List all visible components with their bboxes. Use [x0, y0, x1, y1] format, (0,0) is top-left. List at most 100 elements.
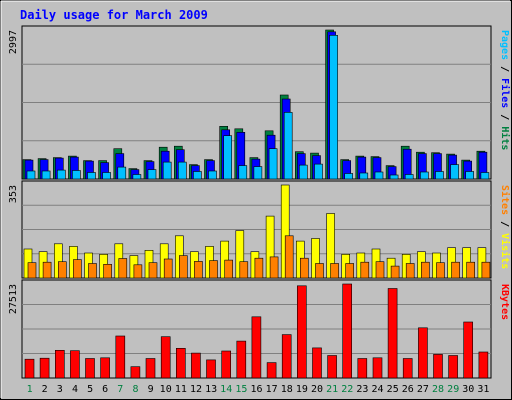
bar-pages-day-14 — [223, 135, 232, 180]
axis-legend-bottom: KBytes — [499, 284, 510, 320]
x-tick-label: 12 — [190, 384, 202, 395]
bar-pages-day-23 — [359, 172, 369, 180]
bar-kbytes-day-7 — [115, 335, 126, 379]
bar-pages-day-27 — [420, 171, 429, 180]
bar-sites-day-2 — [42, 261, 52, 279]
bar-sites-day-1 — [27, 262, 37, 279]
x-tick-label: 15 — [235, 384, 247, 395]
legend-separator: / — [499, 215, 510, 233]
legend-separator: / — [499, 108, 510, 126]
x-tick-label: 30 — [462, 384, 474, 395]
bar-sites-day-17 — [269, 256, 279, 279]
bar-pages-day-10 — [162, 161, 172, 180]
bar-sites-day-3 — [57, 261, 67, 279]
bar-sites-day-8 — [133, 264, 143, 279]
bar-pages-day-13 — [208, 170, 217, 180]
chart-title: Daily usage for March 2009 — [20, 8, 208, 22]
bar-sites-day-13 — [209, 260, 218, 279]
bar-kbytes-day-5 — [85, 358, 95, 379]
bar-sites-day-12 — [194, 261, 203, 279]
bar-sites-day-4 — [73, 259, 82, 279]
bar-sites-day-5 — [88, 263, 97, 279]
bar-sites-day-15 — [239, 261, 249, 279]
legend-hits: Hits — [499, 126, 511, 150]
bar-sites-day-26 — [405, 263, 415, 279]
bar-pages-day-25 — [389, 174, 399, 180]
bar-pages-day-31 — [480, 172, 490, 180]
bar-kbytes-day-11 — [176, 347, 186, 379]
x-tick-label: 27 — [417, 384, 429, 395]
bar-pages-day-30 — [465, 171, 475, 180]
bar-sites-day-6 — [103, 263, 112, 279]
x-tick-label: 17 — [266, 384, 278, 395]
bar-kbytes-day-18 — [281, 334, 292, 379]
bar-pages-day-15 — [238, 165, 248, 180]
bar-pages-day-29 — [450, 164, 459, 180]
x-tick-label: 18 — [281, 384, 293, 395]
bar-kbytes-day-12 — [191, 352, 201, 379]
bar-pages-day-5 — [87, 172, 96, 180]
bar-kbytes-day-23 — [357, 358, 368, 379]
panel-top: 2997 Pages / Files / Hits — [8, 25, 511, 180]
bar-kbytes-day-26 — [402, 358, 413, 379]
legend-separator: / — [499, 60, 510, 78]
axis-legend-top: Pages / Files / Hits — [499, 30, 511, 150]
bar-sites-day-9 — [148, 262, 158, 279]
bar-sites-day-20 — [315, 263, 324, 279]
bar-kbytes-day-10 — [160, 336, 171, 379]
x-tick-label: 9 — [148, 384, 154, 395]
x-tick-label: 10 — [160, 384, 172, 395]
x-tick-label: 16 — [250, 384, 262, 395]
bar-sites-day-18 — [284, 235, 294, 279]
bar-pages-day-21 — [329, 34, 338, 180]
bar-sites-day-7 — [118, 258, 128, 279]
x-tick-label: 4 — [72, 384, 78, 395]
bar-sites-day-29 — [451, 261, 460, 279]
legend-sites: Sites — [499, 185, 511, 215]
bar-sites-day-31 — [481, 261, 491, 279]
bar-sites-day-25 — [390, 265, 400, 279]
y-max-label-bottom: 27513 — [8, 284, 19, 314]
bar-sites-day-28 — [436, 262, 445, 279]
bar-pages-day-7 — [117, 166, 127, 180]
bar-kbytes-day-4 — [70, 350, 80, 379]
bar-kbytes-day-19 — [296, 285, 307, 379]
bar-pages-day-16 — [253, 166, 263, 180]
x-tick-label: 22 — [341, 384, 353, 395]
x-tick-label: 24 — [371, 384, 383, 395]
bar-kbytes-day-1 — [24, 358, 35, 379]
bar-pages-day-20 — [314, 163, 323, 180]
panel-bottom: 27513 KBytes — [8, 279, 510, 379]
bar-pages-day-8 — [132, 174, 142, 180]
bar-kbytes-day-20 — [312, 347, 322, 379]
bar-pages-day-17 — [268, 148, 278, 180]
bar-pages-day-2 — [41, 170, 51, 180]
bar-sites-day-10 — [163, 258, 173, 279]
bar-kbytes-day-25 — [387, 288, 398, 379]
bar-pages-day-3 — [56, 169, 66, 180]
x-tick-label: 26 — [402, 384, 414, 395]
bar-sites-day-11 — [179, 255, 188, 279]
panel-middle: 353 Sites / Visits — [8, 180, 511, 279]
bar-kbytes-day-29 — [448, 355, 458, 379]
bar-sites-day-23 — [360, 261, 370, 279]
y-max-label-middle: 353 — [8, 185, 19, 203]
bar-kbytes-day-9 — [145, 358, 156, 379]
bar-kbytes-day-21 — [327, 355, 337, 379]
x-tick-label: 20 — [311, 384, 323, 395]
y-max-label-top: 2997 — [8, 30, 19, 54]
x-tick-label: 19 — [296, 384, 308, 395]
bar-sites-day-22 — [345, 263, 355, 279]
bar-kbytes-day-17 — [266, 362, 277, 379]
bar-pages-day-12 — [193, 171, 202, 180]
x-tick-label: 1 — [27, 384, 33, 395]
bar-kbytes-day-13 — [206, 359, 216, 379]
x-tick-label: 28 — [432, 384, 444, 395]
x-tick-label: 7 — [117, 384, 123, 395]
bar-pages-day-6 — [102, 172, 111, 180]
bar-kbytes-day-30 — [463, 321, 474, 379]
bar-pages-day-24 — [374, 171, 384, 180]
x-tick-label: 14 — [220, 384, 232, 395]
x-tick-label: 13 — [205, 384, 217, 395]
bar-sites-day-27 — [421, 261, 430, 279]
